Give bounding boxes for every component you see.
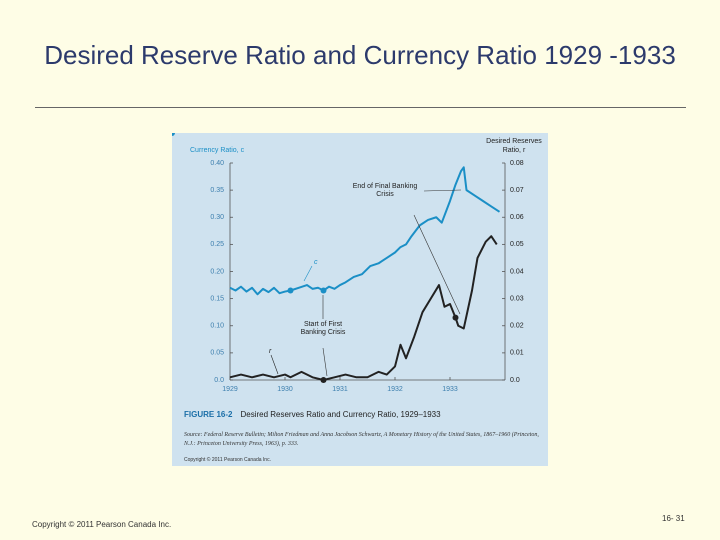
annotation: Start of First Banking Crisis bbox=[300, 321, 346, 336]
y-tick-label: 0.25 bbox=[210, 241, 224, 248]
y2-tick-label: 0.03 bbox=[510, 295, 524, 302]
y2-tick-label: 0.01 bbox=[510, 350, 524, 357]
point-marker bbox=[320, 377, 327, 383]
title-rule bbox=[35, 107, 686, 108]
y-tick-label: 0.35 bbox=[210, 187, 224, 194]
x-tick-label: 1933 bbox=[442, 386, 458, 393]
x-tick-label: 1929 bbox=[222, 386, 238, 393]
y2-tick-label: 0.0 bbox=[510, 377, 520, 384]
point-marker bbox=[287, 287, 294, 294]
series-line bbox=[229, 235, 498, 381]
y2-tick-label: 0.02 bbox=[510, 323, 524, 330]
annotation-arrow bbox=[413, 214, 461, 315]
series-label: c bbox=[314, 259, 318, 266]
point-marker bbox=[172, 133, 175, 136]
annotation: End of Final Banking Crisis bbox=[352, 183, 418, 198]
y-tick-label: 0.15 bbox=[210, 295, 224, 302]
y2-tick-label: 0.06 bbox=[510, 214, 524, 221]
figure-copyright: Copyright © 2011 Pearson Canada Inc. bbox=[184, 457, 271, 463]
figure-caption: FIGURE 16-2 Desired Reserves Ratio and Cu… bbox=[184, 410, 441, 419]
label-leader bbox=[303, 265, 313, 282]
label-leader bbox=[270, 354, 279, 375]
series-line bbox=[229, 166, 501, 296]
x-tick-label: 1932 bbox=[387, 386, 403, 393]
y-tick-label: 0.0 bbox=[214, 377, 224, 384]
figure-title: Desired Reserves Ratio and Currency Rati… bbox=[240, 410, 441, 419]
figure: Currency Ratio, c 0.0 0.05 0.10 0.15 0.20 0.25… bbox=[172, 133, 548, 466]
y2-tick-label: 0.05 bbox=[510, 241, 524, 248]
y2-axis-title: Desired Reserves Ratio, r bbox=[486, 138, 542, 154]
series-label: r bbox=[269, 348, 272, 355]
y-tick-label: 0.30 bbox=[210, 214, 224, 221]
point-marker bbox=[452, 314, 459, 321]
slide-title: Desired Reserve Ratio and Currency Ratio… bbox=[44, 40, 676, 70]
annotation-arrow bbox=[322, 347, 328, 377]
figure-source: Source: Federal Reserve Bulletin; Milton… bbox=[184, 432, 539, 447]
x-tick-label: 1930 bbox=[277, 386, 293, 393]
y-tick-label: 0.20 bbox=[210, 268, 224, 275]
figure-label: FIGURE 16-2 bbox=[184, 410, 233, 419]
x-tick-label: 1931 bbox=[332, 386, 348, 393]
y2-tick-label: 0.08 bbox=[510, 160, 524, 167]
y-tick-label: 0.40 bbox=[210, 160, 224, 167]
page-number: 16- 31 bbox=[662, 514, 685, 523]
slide-copyright: Copyright © 2011 Pearson Canada Inc. bbox=[32, 520, 172, 529]
point-marker bbox=[320, 287, 327, 294]
y-axis-title: Currency Ratio, c bbox=[190, 147, 245, 154]
y2-tick-label: 0.04 bbox=[510, 268, 524, 275]
y2-tick-label: 0.07 bbox=[510, 187, 524, 194]
chart: Currency Ratio, c 0.0 0.05 0.10 0.15 0.20 0.25… bbox=[172, 133, 524, 393]
annotation-arrow bbox=[423, 189, 462, 192]
y-tick-label: 0.05 bbox=[210, 350, 224, 357]
y-tick-label: 0.10 bbox=[210, 323, 224, 330]
